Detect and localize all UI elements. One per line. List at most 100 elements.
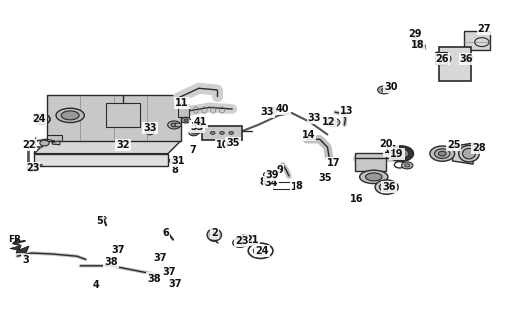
Ellipse shape bbox=[158, 256, 160, 258]
FancyBboxPatch shape bbox=[47, 134, 62, 141]
Text: 36: 36 bbox=[460, 54, 473, 64]
Ellipse shape bbox=[441, 55, 451, 63]
Polygon shape bbox=[52, 141, 60, 145]
Text: 33: 33 bbox=[190, 122, 204, 132]
Ellipse shape bbox=[146, 128, 154, 135]
Text: 33: 33 bbox=[143, 123, 157, 133]
Ellipse shape bbox=[56, 108, 84, 123]
Text: 19: 19 bbox=[390, 148, 404, 159]
Ellipse shape bbox=[211, 132, 215, 134]
FancyBboxPatch shape bbox=[439, 47, 471, 81]
Text: 26: 26 bbox=[436, 54, 449, 64]
Text: 11: 11 bbox=[175, 98, 188, 108]
Ellipse shape bbox=[439, 151, 446, 156]
Ellipse shape bbox=[193, 127, 201, 134]
Text: 6: 6 bbox=[162, 228, 169, 238]
Polygon shape bbox=[10, 245, 29, 253]
Text: 33: 33 bbox=[261, 107, 274, 117]
Ellipse shape bbox=[434, 149, 450, 158]
Ellipse shape bbox=[379, 183, 394, 192]
Text: 10: 10 bbox=[216, 140, 230, 150]
Text: 37: 37 bbox=[163, 267, 176, 277]
FancyBboxPatch shape bbox=[106, 103, 140, 126]
Ellipse shape bbox=[413, 41, 420, 45]
Text: 33: 33 bbox=[308, 113, 321, 123]
Text: 28: 28 bbox=[473, 143, 486, 153]
Text: 18: 18 bbox=[411, 40, 424, 50]
Ellipse shape bbox=[101, 216, 106, 220]
Text: 8: 8 bbox=[260, 177, 267, 187]
Text: 27: 27 bbox=[478, 24, 491, 34]
FancyBboxPatch shape bbox=[178, 104, 188, 117]
Text: 29: 29 bbox=[408, 29, 422, 39]
Polygon shape bbox=[34, 154, 168, 166]
FancyBboxPatch shape bbox=[434, 52, 447, 64]
Text: 36: 36 bbox=[382, 182, 396, 192]
Ellipse shape bbox=[264, 181, 270, 185]
Text: 25: 25 bbox=[447, 140, 460, 150]
Text: 41: 41 bbox=[194, 117, 207, 127]
Ellipse shape bbox=[169, 158, 177, 163]
Ellipse shape bbox=[430, 146, 455, 161]
Text: 24: 24 bbox=[255, 246, 269, 256]
Ellipse shape bbox=[326, 118, 340, 127]
Ellipse shape bbox=[211, 232, 218, 238]
Text: 15: 15 bbox=[384, 146, 397, 156]
Text: 37: 37 bbox=[168, 279, 182, 289]
Ellipse shape bbox=[171, 123, 177, 127]
Ellipse shape bbox=[266, 182, 269, 184]
Ellipse shape bbox=[242, 237, 251, 243]
Ellipse shape bbox=[167, 270, 169, 271]
Ellipse shape bbox=[401, 162, 413, 169]
Ellipse shape bbox=[175, 123, 181, 127]
Ellipse shape bbox=[381, 88, 386, 92]
Ellipse shape bbox=[360, 170, 388, 184]
Ellipse shape bbox=[270, 108, 277, 114]
Text: 3: 3 bbox=[22, 255, 29, 265]
Text: 1: 1 bbox=[291, 182, 297, 192]
Text: 38: 38 bbox=[147, 274, 161, 284]
Text: 21: 21 bbox=[245, 235, 259, 245]
Ellipse shape bbox=[462, 148, 475, 159]
Text: 30: 30 bbox=[384, 82, 397, 92]
Text: 35: 35 bbox=[227, 139, 240, 148]
Polygon shape bbox=[453, 143, 473, 164]
Polygon shape bbox=[47, 95, 181, 141]
Text: 23: 23 bbox=[235, 236, 248, 246]
Text: 23: 23 bbox=[26, 163, 39, 173]
Text: 13: 13 bbox=[340, 106, 353, 116]
Text: 32: 32 bbox=[117, 140, 130, 150]
Text: 24: 24 bbox=[33, 114, 46, 124]
Ellipse shape bbox=[40, 140, 49, 146]
Ellipse shape bbox=[229, 132, 234, 134]
Ellipse shape bbox=[405, 164, 410, 167]
Ellipse shape bbox=[191, 132, 196, 134]
Ellipse shape bbox=[181, 117, 190, 123]
Text: 16: 16 bbox=[350, 194, 364, 204]
Ellipse shape bbox=[149, 130, 152, 133]
Text: 34: 34 bbox=[264, 178, 278, 188]
Text: 5: 5 bbox=[96, 216, 103, 226]
Ellipse shape bbox=[329, 120, 336, 124]
Ellipse shape bbox=[61, 111, 79, 120]
Ellipse shape bbox=[365, 173, 382, 181]
FancyBboxPatch shape bbox=[464, 31, 490, 50]
Ellipse shape bbox=[117, 247, 119, 248]
Ellipse shape bbox=[168, 121, 181, 129]
Text: 35: 35 bbox=[318, 172, 332, 182]
FancyBboxPatch shape bbox=[202, 126, 241, 140]
Ellipse shape bbox=[238, 235, 256, 246]
Text: 9: 9 bbox=[276, 165, 283, 175]
Text: 8: 8 bbox=[296, 181, 302, 191]
Text: 14: 14 bbox=[302, 130, 315, 140]
Ellipse shape bbox=[151, 276, 155, 279]
Ellipse shape bbox=[378, 86, 391, 94]
Text: 12: 12 bbox=[322, 117, 336, 127]
Ellipse shape bbox=[389, 146, 413, 161]
Ellipse shape bbox=[459, 145, 479, 162]
Text: 7: 7 bbox=[190, 146, 197, 156]
Text: 20: 20 bbox=[379, 139, 392, 149]
Text: 31: 31 bbox=[171, 156, 185, 166]
Ellipse shape bbox=[184, 119, 188, 122]
Ellipse shape bbox=[189, 130, 198, 136]
